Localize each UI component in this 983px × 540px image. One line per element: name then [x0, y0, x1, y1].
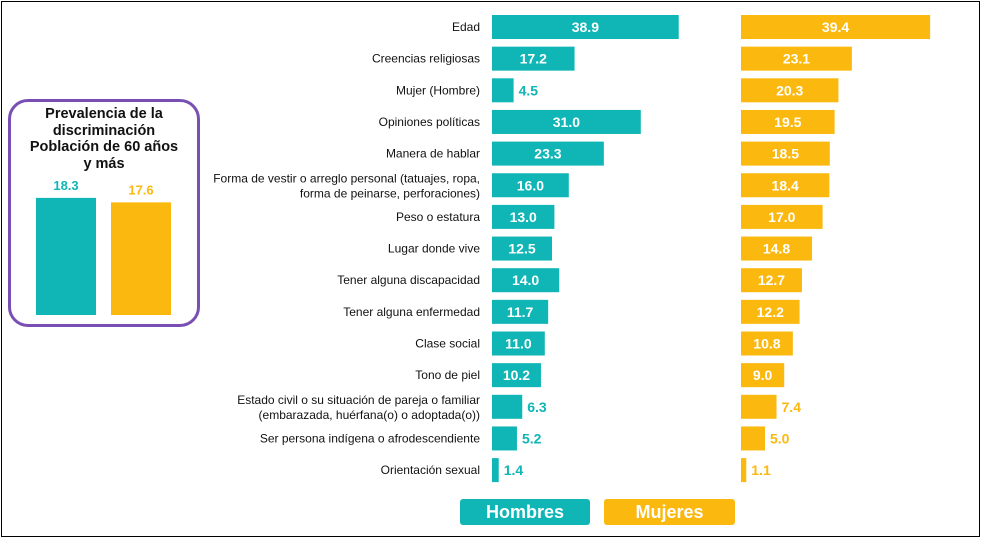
inset-bar-hombres — [36, 197, 96, 315]
bar-mujeres — [741, 236, 813, 261]
bar-mujeres — [741, 394, 777, 419]
inset-title: Prevalencia de la discriminación Poblaci… — [11, 106, 197, 172]
bar-hombres — [492, 173, 569, 198]
bar-hombres — [492, 394, 523, 419]
data-label: 17.0 — [768, 209, 795, 225]
category-label: Estado civil o su situación de pareja o … — [237, 393, 480, 422]
data-label: 20.3 — [776, 82, 803, 98]
data-label: 39.4 — [822, 19, 849, 35]
bar-hombres — [492, 458, 499, 483]
inset-bar-mujeres — [111, 202, 171, 315]
data-label: 11.7 — [507, 304, 534, 320]
bar-hombres — [492, 363, 541, 388]
category-label-line: Forma de vestir o arreglo personal (tatu… — [213, 171, 480, 185]
inset-title-line: discriminación — [52, 122, 156, 139]
category-label: Peso o estatura — [396, 210, 480, 224]
bar-mujeres — [741, 426, 765, 451]
legend-hombres: Hombres — [460, 499, 590, 525]
category-label: Lugar donde vive — [388, 242, 480, 256]
data-label: 38.9 — [572, 19, 599, 35]
category-label-line: (embarazada, huérfana(o) o adoptada(o)) — [259, 408, 480, 422]
category-label: Manera de hablar — [386, 147, 480, 161]
data-label: 5.2 — [522, 430, 542, 446]
data-label: 1.4 — [504, 462, 524, 478]
inset-bar-chart: 18.3 17.6 — [36, 178, 171, 315]
inset-data-label: 17.6 — [128, 182, 153, 197]
inset-title-line: Prevalencia de la — [45, 106, 163, 122]
bar-mujeres — [741, 268, 802, 293]
data-label: 16.0 — [517, 177, 544, 193]
inset-data-label: 18.3 — [53, 178, 78, 193]
category-label-line: Estado civil o su situación de pareja o … — [237, 393, 480, 407]
data-label: 6.3 — [527, 399, 547, 415]
bar-hombres — [492, 141, 604, 166]
data-label: 19.5 — [774, 114, 801, 130]
bar-hombres — [492, 268, 560, 293]
data-label: 10.2 — [503, 367, 530, 383]
bar-mujeres — [741, 331, 793, 356]
data-label: 4.5 — [519, 82, 539, 98]
bar-mujeres — [741, 15, 931, 39]
data-label: 10.8 — [753, 336, 780, 352]
bar-hombres — [492, 236, 552, 261]
bar-hombres — [492, 15, 679, 39]
data-label: 17.2 — [520, 51, 547, 67]
data-label: 23.1 — [783, 51, 810, 67]
category-label: Ser persona indígena o afrodescendiente — [260, 431, 480, 445]
bar-mujeres — [741, 46, 852, 71]
data-label: 9.0 — [753, 367, 773, 383]
data-label: 18.4 — [772, 177, 799, 193]
bar-hombres — [492, 426, 517, 451]
data-label: 14.8 — [763, 241, 790, 257]
category-label: Clase social — [415, 337, 480, 351]
bar-hombres — [492, 109, 641, 134]
data-label: 7.4 — [782, 399, 802, 415]
bar-mujeres — [741, 458, 747, 483]
category-label: Tono de piel — [415, 368, 480, 382]
data-label: 5.0 — [770, 430, 790, 446]
bar-hombres — [492, 331, 545, 356]
bar-hombres — [492, 78, 514, 103]
bar-mujeres — [741, 204, 823, 229]
bar-mujeres — [741, 363, 785, 388]
prevalence-inset: Prevalencia de la discriminación Poblaci… — [8, 99, 200, 327]
legend-mujeres: Mujeres — [604, 499, 735, 525]
bar-hombres — [492, 299, 549, 324]
bar-mujeres — [741, 78, 839, 103]
category-label: Tener alguna enfermedad — [343, 305, 480, 319]
bar-hombres — [492, 204, 555, 229]
data-label: 18.5 — [772, 146, 799, 162]
data-label: 23.3 — [534, 146, 561, 162]
category-label: Tener alguna discapacidad — [337, 273, 480, 287]
category-label: Orientación sexual — [381, 463, 480, 477]
discrimination-bar-chart: Edad 38.9 39.4 Creencias religiosas 17.2 23.1… — [213, 15, 931, 483]
inset-title-line: y más — [83, 155, 125, 172]
category-label: Creencias religiosas — [372, 52, 480, 66]
data-label: 13.0 — [510, 209, 537, 225]
data-label: 1.1 — [751, 462, 771, 478]
inset-title-line: Población de 60 años — [29, 139, 179, 155]
data-label: 12.7 — [758, 272, 785, 288]
category-label: Forma de vestir o arreglo personal (tatu… — [213, 171, 480, 200]
data-label: 12.5 — [508, 241, 535, 257]
data-label: 11.0 — [505, 336, 532, 352]
bar-mujeres — [741, 109, 835, 134]
category-label: Edad — [452, 20, 480, 34]
data-label: 14.0 — [512, 272, 539, 288]
bar-mujeres — [741, 173, 830, 198]
bar-mujeres — [741, 299, 800, 324]
category-label: Mujer (Hombre) — [396, 83, 480, 97]
bar-mujeres — [741, 141, 830, 166]
data-label: 12.2 — [757, 304, 784, 320]
category-label: Opiniones políticas — [379, 115, 480, 129]
bar-hombres — [492, 46, 575, 71]
data-label: 31.0 — [553, 114, 580, 130]
category-label-line: forma de peinarse, perforaciones) — [300, 186, 480, 200]
